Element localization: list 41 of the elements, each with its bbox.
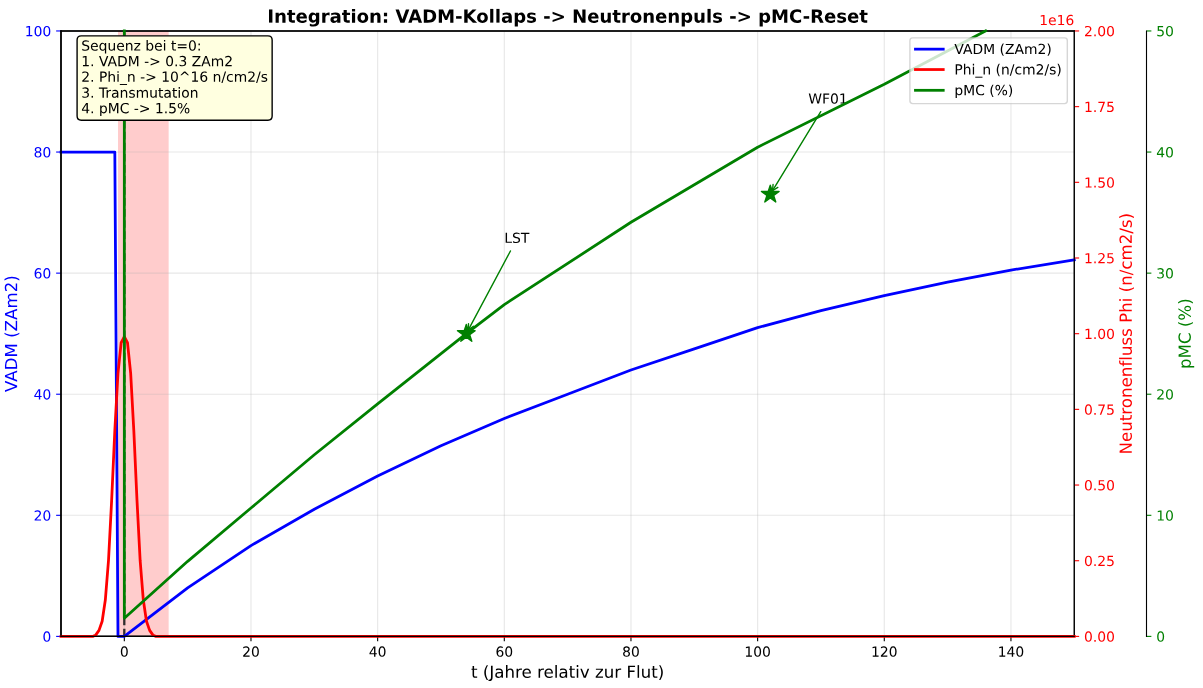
y2-tick-label: 1.50 [1085,177,1114,188]
y3-tick-label: 40 [1156,147,1173,158]
y2-tick-label: 1.75 [1085,101,1114,113]
x-tick-label: 20 [243,646,259,657]
y3-axis-title: pMC (%) [1178,299,1195,368]
chart-title: Integration: VADM-Kollaps -> Neutronenpuls -> pMC-Reset [269,8,868,27]
annotation: WF01 [808,93,847,104]
x-tick-label: 40 [369,646,386,657]
x-axis-title: t (Jahre relativ zur Flut) [471,665,663,682]
y-tick-label: 0 [43,631,51,642]
y2-axis-title: Neutronenfluss Phi (n/cm2/s) [1119,214,1134,453]
legend-label: VADM (ZAm2) [954,43,1051,56]
y-tick-label: 80 [34,147,51,158]
y3-tick-label: 50 [1157,25,1173,37]
x-tick-label: 140 [999,646,1024,657]
y2-tick-label: 1.25 [1085,252,1114,264]
x-tick-label: 100 [745,646,770,657]
text: 1e16 [1040,14,1074,26]
y2-tick-label: 0.25 [1084,555,1114,567]
y3-tick-label: 20 [1157,389,1173,400]
y2-tick-label: 2.00 [1085,25,1114,37]
y-tick-label: 40 [34,389,51,400]
y-tick-label: 60 [34,268,51,279]
y2-tick-label: 0.50 [1084,480,1114,491]
y3-tick-label: 30 [1157,268,1173,279]
y2-tick-label: 1.00 [1085,328,1114,340]
y-tick-label: 100 [26,25,51,37]
legend-label: pMC (%) [955,84,1013,99]
annotation: LST [505,232,530,244]
x-tick-label: 60 [496,646,513,657]
y2-tick-label: 0.75 [1084,404,1114,415]
x-tick-label: 120 [872,646,897,657]
annotation: Sequenz bei t=0: 1. VADM -> 0.3 ZAm2 2. Phi_n -> 10^16 n/cm2/s 3. Transmutation 4. pMC -> 1.5% [81,40,268,117]
y2-tick-label: 0.00 [1084,631,1114,642]
x-tick-label: 80 [623,646,639,657]
y3-tick-label: 0 [1157,631,1165,642]
x-tick-label: 0 [120,646,128,657]
legend-label: Phi_n (n/cm2/s) [955,63,1061,78]
y3-tick-label: 10 [1157,510,1173,521]
y-tick-label: 20 [34,510,51,521]
y-axis-title: VADM (ZAm2) [4,276,20,393]
